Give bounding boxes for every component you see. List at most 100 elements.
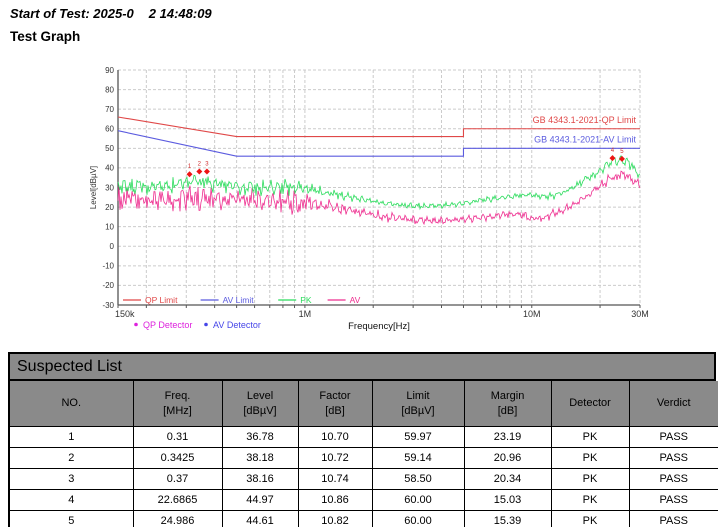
table-cell: 0.3425: [132, 447, 223, 469]
column-header-line2: [dBµV]: [401, 404, 435, 417]
page-title: Test Graph: [10, 29, 81, 44]
column-header-level: Level [dBµV]: [221, 381, 299, 427]
x-axis-title: Frequency[Hz]: [348, 321, 410, 332]
table-cell: PK: [550, 489, 630, 511]
x-tick-label: 1M: [299, 309, 312, 319]
table-cell: PASS: [628, 447, 718, 469]
table-cell: 3: [10, 468, 134, 490]
table-cell: 22.6865: [132, 489, 223, 511]
table-cell: 36.78: [221, 426, 299, 448]
column-header-verdict: Verdict: [628, 381, 718, 427]
qp_limit-label: GB 4343.1-2021-QP Limit: [533, 115, 637, 125]
table-cell: PASS: [628, 510, 718, 527]
test-start-suffix: 2 14:48:09: [148, 6, 212, 21]
marker-diamond: [196, 168, 203, 175]
marker-label: 5: [620, 149, 624, 155]
table-cell: 10.74: [297, 468, 373, 490]
column-header-line1: NO.: [61, 397, 82, 409]
table-cell: 20.34: [463, 468, 552, 490]
table-cell: 2: [10, 447, 134, 469]
marker-diamond: [609, 155, 616, 162]
table-cell: PASS: [628, 468, 718, 490]
table-cell: PK: [550, 447, 630, 469]
table-cell: 10.86: [297, 489, 373, 511]
table-cell: 20.96: [463, 447, 552, 469]
table-cell: PASS: [628, 426, 718, 448]
marker-label: 4: [611, 148, 615, 154]
table-cell: 15.39: [463, 510, 552, 527]
column-header-line1: Freq.: [164, 389, 191, 402]
table-cell: 23.19: [463, 426, 552, 448]
test-start-prefix: Start of Test: 2025-0: [10, 6, 134, 21]
table-cell: 60.00: [371, 510, 465, 527]
table-row: 4 22.6865 44.97 10.86 60.00 15.03 PK PASS: [10, 489, 718, 511]
column-header-freq: Freq. [MHz]: [132, 381, 223, 427]
column-header-no: NO.: [10, 381, 134, 427]
table-cell: 24.986: [132, 510, 223, 527]
table-row: 5 24.986 44.61 10.82 60.00 15.39 PK PASS: [10, 510, 718, 527]
table-cell: 10.82: [297, 510, 373, 527]
table-cell: 0.37: [132, 468, 223, 490]
y-axis-title: Level[dBµV]: [89, 166, 98, 209]
column-header-line2: [dBµV]: [243, 404, 277, 417]
detector-dot: [204, 322, 208, 327]
marker-label: 1: [188, 164, 192, 170]
table-cell: 10.70: [297, 426, 373, 448]
marker-diamond: [618, 155, 625, 162]
table-cell: 4: [10, 489, 134, 511]
table-row: 3 0.37 38.16 10.74 58.50 20.34 PK PASS: [10, 468, 718, 490]
table-cell: PK: [550, 426, 630, 448]
table-cell: 58.50: [371, 468, 465, 490]
marker-diamond: [186, 171, 193, 178]
y-tick-label: 70: [105, 105, 114, 114]
column-header-line2: [MHz]: [163, 404, 192, 417]
table-cell: 5: [10, 510, 134, 527]
y-tick-label: 20: [105, 203, 114, 212]
legend-item-label: AV Limit: [223, 295, 255, 305]
table-cell: 59.14: [371, 447, 465, 469]
av_limit-line: [117, 130, 640, 157]
table-cell: 1: [10, 426, 134, 448]
table-cell: 38.16: [221, 468, 299, 490]
y-tick-label: 90: [105, 66, 114, 75]
table-title: Suspected List: [10, 354, 714, 381]
marker-label: 2: [198, 161, 202, 167]
table-cell: 10.72: [297, 447, 373, 469]
suspected-table: NO. Freq. [MHz] Level [dBµV] Factor [dB] Limit […: [10, 381, 718, 527]
column-header-line1: Level: [246, 389, 274, 402]
detector-dot: [134, 322, 138, 327]
column-header-line2: [dB]: [325, 404, 345, 417]
legend-item-label: AV: [350, 295, 361, 305]
table-cell: PK: [550, 510, 630, 527]
y-tick-label: -10: [102, 262, 114, 271]
column-header-line1: Factor: [319, 389, 351, 402]
y-tick-label: 50: [105, 144, 114, 153]
x-tick-label: 30M: [631, 309, 649, 319]
table-cell: 15.03: [463, 489, 552, 511]
column-header-line1: Verdict: [656, 397, 691, 409]
table-cell: 60.00: [371, 489, 465, 511]
table-row: 2 0.3425 38.18 10.72 59.14 20.96 PK PASS: [10, 447, 718, 469]
table-header-row: NO. Freq. [MHz] Level [dBµV] Factor [dB] Limit […: [10, 381, 718, 427]
pk-trace: [117, 155, 641, 211]
legend-item-label: PK: [300, 295, 312, 305]
av-trace: [117, 170, 641, 226]
y-tick-label: 30: [105, 183, 114, 192]
x-tick-label: 150k: [115, 309, 135, 319]
detector-label: QP Detector: [143, 320, 192, 330]
column-header-limit: Limit [dBµV]: [371, 381, 465, 427]
y-tick-label: 10: [105, 222, 114, 231]
column-header-detector: Detector: [550, 381, 630, 427]
column-header-line1: Margin: [490, 389, 525, 402]
x-tick-label: 10M: [523, 309, 541, 319]
legend-item-label: QP Limit: [145, 295, 178, 305]
marker-label: 3: [205, 162, 209, 168]
suspected-list-table: Suspected List NO. Freq. [MHz] Level [dBµV] F…: [8, 352, 718, 527]
av_limit-label: GB 4343.1-2021-AV Limit: [534, 134, 636, 144]
y-tick-label: 40: [105, 164, 114, 173]
column-header-line1: Limit: [406, 389, 430, 402]
table-cell: PK: [550, 468, 630, 490]
y-tick-label: -20: [102, 281, 114, 290]
